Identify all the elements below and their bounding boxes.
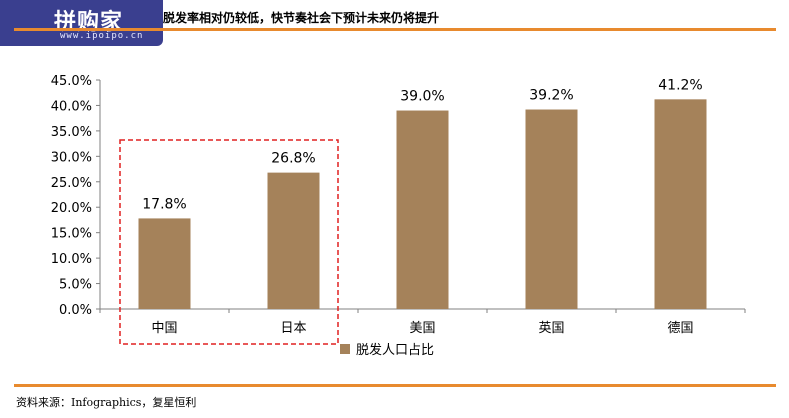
data-label: 26.8% [271, 151, 315, 167]
top-divider [14, 28, 776, 31]
data-label: 41.2% [658, 77, 702, 93]
category-label: 日本 [280, 321, 306, 336]
category-label: 英国 [538, 321, 564, 336]
source-note: 资料来源：Infographics，复星恒利 [16, 396, 197, 409]
bar [525, 109, 578, 309]
y-tick-label: 10.0% [51, 252, 92, 267]
legend-swatch [340, 344, 350, 354]
y-tick-label: 30.0% [51, 150, 92, 165]
category-label: 中国 [151, 321, 177, 336]
category-label: 美国 [409, 321, 435, 336]
bottom-divider [14, 384, 776, 387]
bar [138, 218, 191, 309]
bar [654, 99, 707, 310]
data-label: 17.8% [142, 196, 186, 212]
y-tick-label: 15.0% [51, 227, 92, 242]
bar [267, 172, 320, 309]
y-tick-label: 25.0% [51, 176, 92, 191]
legend-label: 脱发人口占比 [356, 342, 434, 358]
category-label: 德国 [667, 321, 693, 336]
y-tick-label: 45.0% [51, 74, 92, 89]
highlight-box [119, 139, 339, 345]
data-label: 39.0% [400, 89, 444, 105]
logo-url: www.ipoipo.cn [60, 31, 144, 41]
bar [396, 110, 449, 310]
chart-title: 脱发率相对仍较低，快节奏社会下预计未来仍将提升 [163, 11, 440, 25]
y-tick-label: 40.0% [51, 99, 92, 114]
y-tick-label: 0.0% [59, 303, 92, 318]
logo: 拼购家 www.ipoipo.cn [0, 0, 163, 46]
y-tick-label: 35.0% [51, 125, 92, 140]
y-tick-label: 20.0% [51, 201, 92, 216]
data-label: 39.2% [529, 88, 573, 104]
y-tick-label: 5.0% [59, 278, 92, 293]
